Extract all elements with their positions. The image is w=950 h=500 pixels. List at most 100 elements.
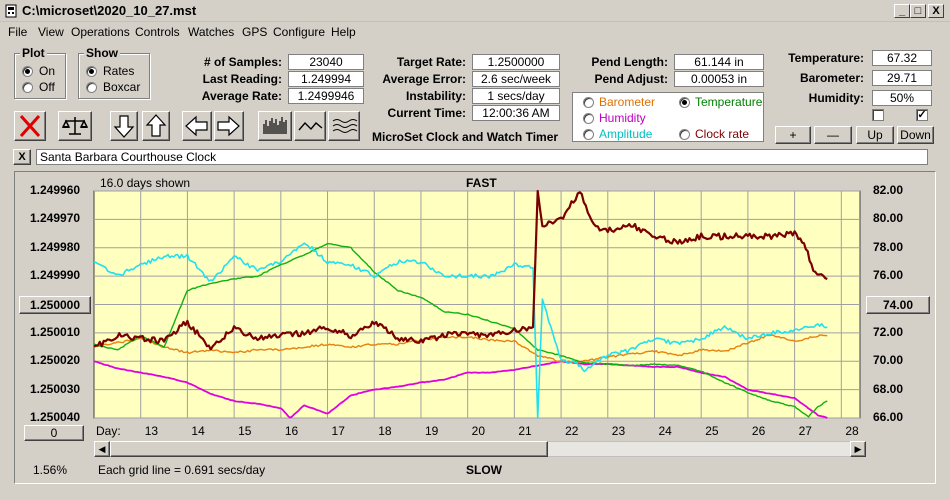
scroll-left-button[interactable]: ◀ xyxy=(94,441,110,457)
close-button[interactable]: X xyxy=(928,4,944,18)
x-offset-button[interactable]: 0 xyxy=(24,425,84,441)
scroll-thumb[interactable] xyxy=(110,441,548,457)
close-watch-button[interactable]: X xyxy=(13,149,31,165)
instability-label: Instability: xyxy=(405,89,466,103)
left-tick-label: 1.250020 xyxy=(30,353,81,368)
series-selector xyxy=(572,92,764,142)
wave-view-button[interactable] xyxy=(328,111,360,141)
target-rate-field[interactable]: 1.2500000 xyxy=(472,54,560,70)
show-rates-label[interactable]: Rates xyxy=(103,64,135,78)
right-arrow-icon xyxy=(217,115,240,137)
x-tick-label: 26 xyxy=(751,424,766,438)
x-tick-label: 17 xyxy=(331,424,345,438)
series-clock-rate-label[interactable]: Clock rate xyxy=(695,127,750,141)
pend-length-label: Pend Length: xyxy=(591,55,668,69)
x-tick-label: 16 xyxy=(284,424,299,438)
series-barometer-radio[interactable] xyxy=(583,97,594,108)
x-tick-label: 28 xyxy=(845,424,859,438)
last-reading-field: 1.249994 xyxy=(288,71,364,87)
window-title: C:\microset\2020_10_27.mst xyxy=(22,3,197,18)
menu-configure[interactable]: Configure xyxy=(273,25,326,39)
checkbox-1[interactable] xyxy=(872,109,884,121)
menu-operations[interactable]: Operations xyxy=(71,25,130,39)
right-arrow-button[interactable] xyxy=(214,111,244,141)
show-boxcar-radio[interactable] xyxy=(86,82,97,93)
clear-button[interactable] xyxy=(14,111,46,141)
checkbox-2[interactable]: ✓ xyxy=(916,109,928,121)
scroll-right-arrow-icon: ▶ xyxy=(854,444,862,454)
series-temperature-label[interactable]: Temperature xyxy=(695,95,763,109)
watch-name-field[interactable]: Santa Barbara Courthouse Clock xyxy=(36,149,928,165)
series-amplitude-radio[interactable] xyxy=(583,129,594,140)
left-tick-label: 1.249970 xyxy=(30,211,81,226)
plot-off-radio[interactable] xyxy=(22,82,33,93)
instability-field: 1 secs/day xyxy=(472,88,560,104)
x-tick-label: 14 xyxy=(191,424,205,438)
balance-button[interactable] xyxy=(58,111,92,141)
current-time-label: Current Time: xyxy=(387,106,466,120)
series-temperature-radio[interactable] xyxy=(679,97,690,108)
scale-minus-button[interactable]: — xyxy=(814,126,852,144)
line-graph-icon xyxy=(298,121,323,131)
series-amplitude-label[interactable]: Amplitude xyxy=(599,127,653,141)
maximize-button[interactable]: □ xyxy=(910,4,926,18)
line-view-button[interactable] xyxy=(294,111,326,141)
x-tick-label: 18 xyxy=(378,424,392,438)
right-axis-center-button[interactable]: 74.00 xyxy=(866,296,930,314)
series-barometer-label[interactable]: Barometer xyxy=(599,95,656,109)
title-bar: C:\microset\2020_10_27.mst _ □ X xyxy=(0,0,950,22)
series-line-temperature xyxy=(93,242,828,418)
series-line-clock-rate xyxy=(93,189,828,351)
show-rates-radio[interactable] xyxy=(86,66,97,77)
barometer-field: 29.71 xyxy=(872,70,932,86)
series-line-barometer xyxy=(93,334,828,363)
right-tick-label: 80.00 xyxy=(873,211,904,226)
barometer-label: Barometer: xyxy=(799,71,864,85)
scale-up-button[interactable]: Up xyxy=(856,126,894,144)
menu-bar: File View Operations Controls Watches GP… xyxy=(0,22,950,42)
x-tick-label: 27 xyxy=(798,424,812,438)
bar-view-button[interactable] xyxy=(258,111,292,141)
percent-label: 1.56% xyxy=(33,463,68,477)
day-axis-label: Day: xyxy=(96,424,121,438)
left-tick-label: 1.249960 xyxy=(30,183,81,197)
temperature-field: 67.32 xyxy=(872,50,932,66)
menu-view[interactable]: View xyxy=(38,25,64,39)
fast-label: FAST xyxy=(466,176,497,190)
left-arrow-icon xyxy=(185,115,208,137)
current-time-field: 12:00:36 AM xyxy=(472,105,560,121)
minimize-button[interactable]: _ xyxy=(894,4,910,18)
left-axis-center-button[interactable]: 1.250000 xyxy=(19,296,91,314)
right-tick-label: 82.00 xyxy=(873,183,904,197)
series-line-amplitude xyxy=(93,242,828,419)
plot-on-radio[interactable] xyxy=(22,66,33,77)
average-error-label: Average Error: xyxy=(382,72,466,86)
series-clock-rate-radio[interactable] xyxy=(679,129,690,140)
humidity-label: Humidity: xyxy=(808,91,864,105)
series-humidity-radio[interactable] xyxy=(583,113,594,124)
scroll-right-button[interactable]: ▶ xyxy=(850,441,866,457)
plot-on-label[interactable]: On xyxy=(39,64,56,78)
menu-help[interactable]: Help xyxy=(331,25,356,39)
scale-down-button[interactable]: Down xyxy=(897,126,934,144)
scale-plus-button[interactable]: + xyxy=(775,126,811,144)
left-arrow-button[interactable] xyxy=(182,111,212,141)
right-tick-label: 70.00 xyxy=(873,353,904,368)
menu-watches[interactable]: Watches xyxy=(188,25,235,39)
right-tick-label: 76.00 xyxy=(873,268,904,283)
average-error-field: 2.6 sec/week xyxy=(472,71,560,87)
menu-gps[interactable]: GPS xyxy=(242,25,268,39)
menu-controls[interactable]: Controls xyxy=(135,25,180,39)
average-rate-field: 1.2499946 xyxy=(288,88,364,104)
up-arrow-icon xyxy=(145,114,167,137)
series-humidity-label[interactable]: Humidity xyxy=(599,111,646,125)
menu-file[interactable]: File xyxy=(8,25,28,39)
days-shown-label: 16.0 days shown xyxy=(100,176,191,190)
plot-off-label[interactable]: Off xyxy=(39,80,55,94)
up-arrow-button[interactable] xyxy=(142,111,170,141)
down-arrow-button[interactable] xyxy=(110,111,138,141)
scroll-left-arrow-icon: ◀ xyxy=(98,444,106,454)
slow-label: SLOW xyxy=(466,463,502,477)
show-boxcar-label[interactable]: Boxcar xyxy=(103,80,141,94)
pend-adjust-field[interactable]: 0.00053 in xyxy=(674,71,764,87)
